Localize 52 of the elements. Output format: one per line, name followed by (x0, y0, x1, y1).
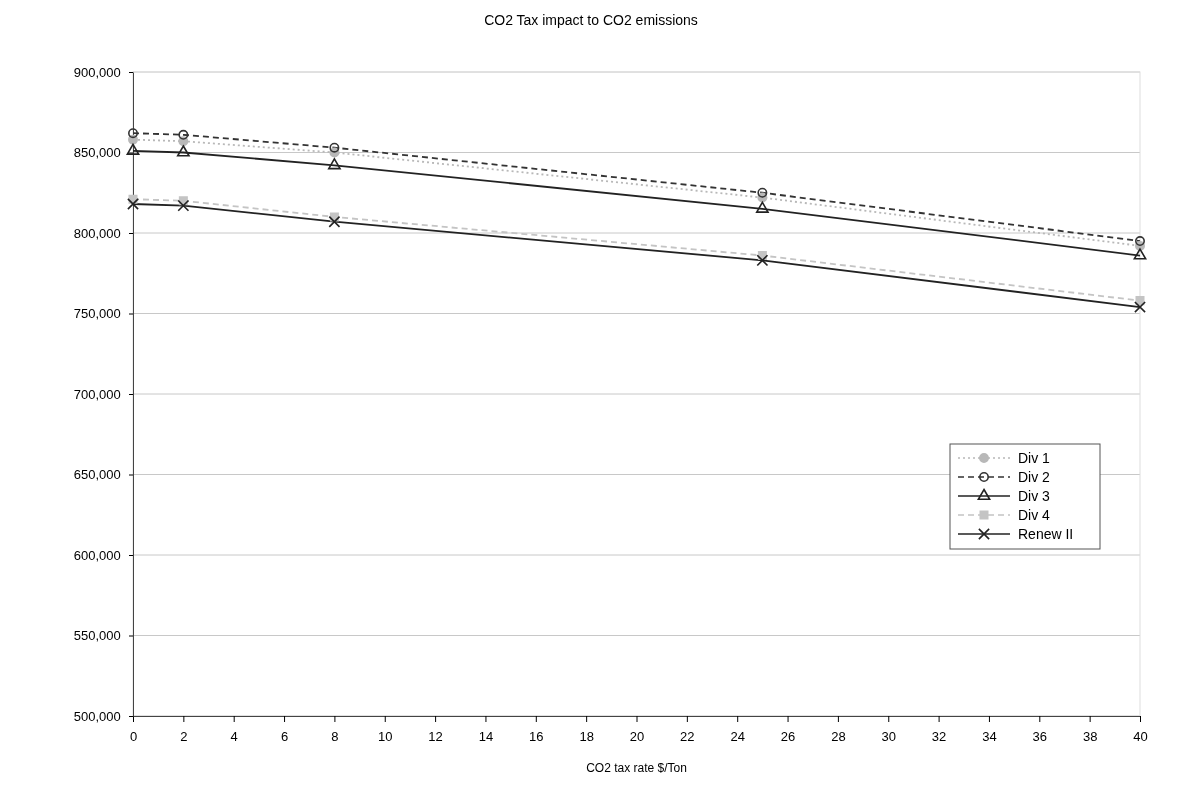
point (329, 142, 340, 153)
y-tick-label: 600,000 (73, 547, 121, 563)
x-axis-title: CO2 tax rate $/Ton (586, 761, 687, 775)
chart-title: CO2 Tax impact to CO2 emissions (484, 12, 698, 28)
legend-label: Div 4 (1018, 507, 1051, 523)
x-tick-label: 30 (881, 728, 896, 744)
point (126, 143, 140, 155)
x-tick-label: 12 (428, 728, 443, 744)
y-tick-label: 700,000 (73, 386, 121, 402)
point (756, 254, 769, 267)
point (327, 158, 341, 170)
x-tick-label: 8 (331, 728, 339, 744)
point (1135, 236, 1145, 247)
x-tick-label: 4 (230, 728, 238, 744)
point (757, 187, 768, 198)
x-tick-label: 34 (982, 728, 997, 744)
x-tick-label: 14 (478, 728, 494, 744)
point (177, 199, 190, 212)
x-tick-label: 16 (529, 728, 544, 744)
y-tick-label: 850,000 (73, 145, 121, 161)
x-tick-label: 10 (378, 728, 393, 744)
x-tick-label: 38 (1082, 728, 1098, 744)
legend-label: Div 1 (1018, 450, 1051, 466)
y-tick-label: 650,000 (73, 467, 121, 483)
x-tick-label: 20 (629, 728, 645, 744)
y-tick-label: 750,000 (73, 306, 121, 322)
point (127, 198, 139, 210)
x-tick-label: 28 (831, 728, 846, 744)
legend-label: Div 2 (1018, 469, 1051, 485)
y-tick-label: 500,000 (73, 708, 121, 724)
point (176, 145, 190, 157)
x-tick-label: 24 (730, 728, 745, 744)
point (128, 128, 138, 139)
x-tick-label: 2 (180, 728, 188, 744)
point (1134, 301, 1146, 313)
y-tick-label: 550,000 (73, 628, 121, 644)
y-tick-label: 900,000 (73, 64, 121, 80)
x-tick-label: 22 (680, 728, 695, 744)
y-tick-label: 800,000 (73, 225, 121, 241)
legend-label: Div 3 (1018, 488, 1051, 504)
x-tick-label: 40 (1133, 728, 1148, 744)
x-tick-label: 18 (579, 728, 594, 744)
x-tick-label: 26 (780, 728, 796, 744)
point (1133, 248, 1147, 260)
point (755, 201, 769, 213)
legend-label: Renew II (1018, 526, 1074, 542)
x-tick-label: 0 (129, 728, 138, 744)
x-tick-label: 32 (931, 728, 947, 744)
point (328, 215, 341, 228)
x-tick-label: 36 (1032, 728, 1048, 744)
point (178, 129, 189, 140)
x-tick-label: 6 (280, 728, 289, 744)
